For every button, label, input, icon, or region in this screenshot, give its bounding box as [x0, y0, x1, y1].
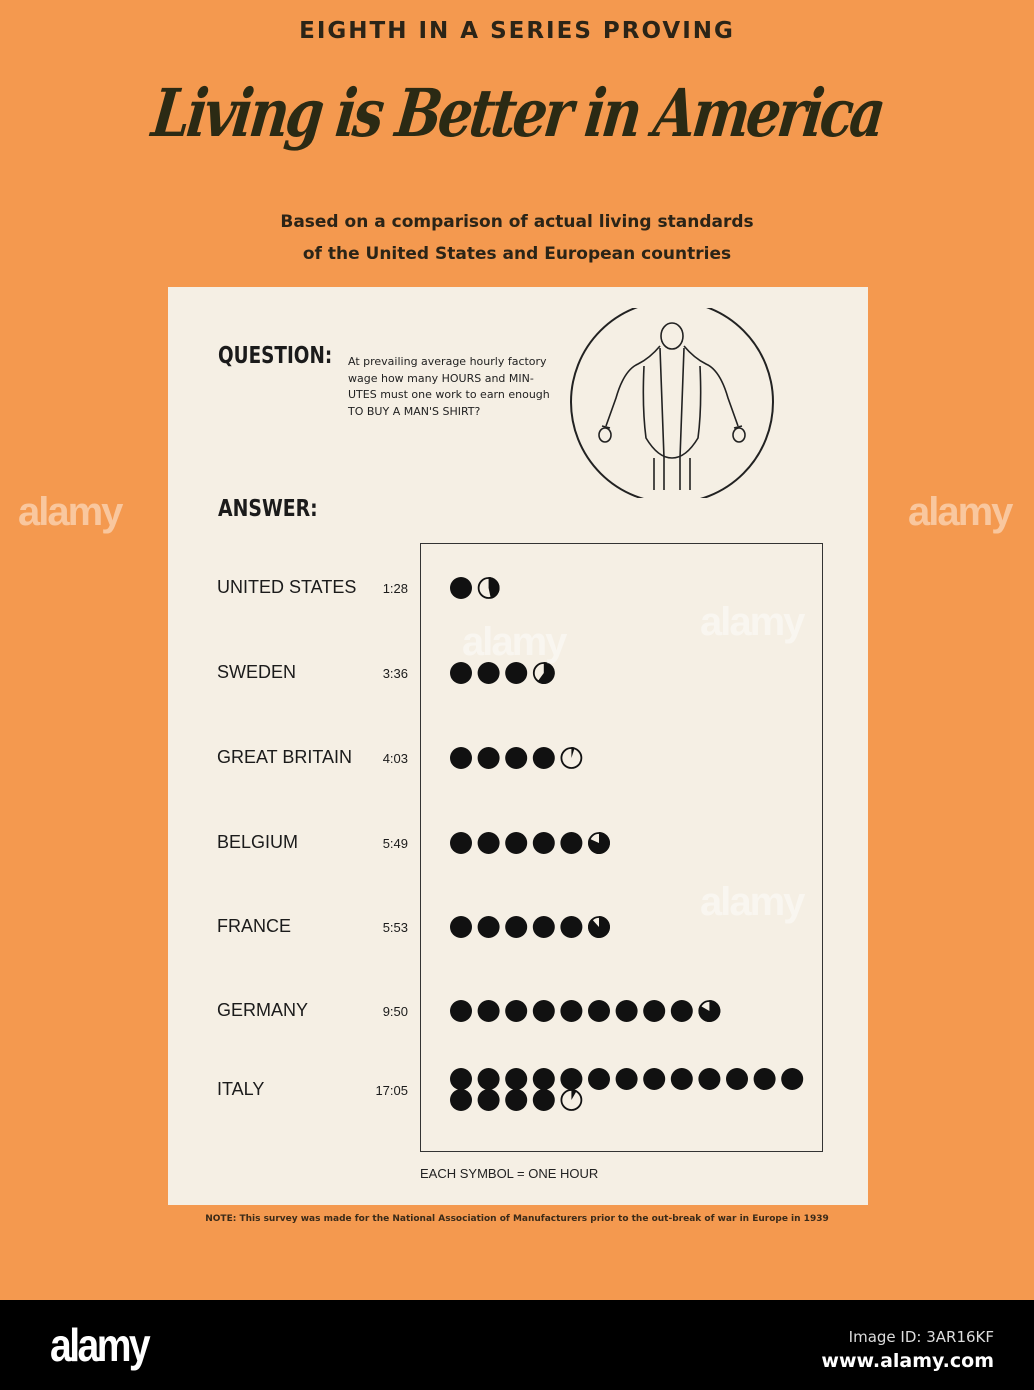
hour-symbol — [781, 1068, 804, 1090]
hour-symbol — [477, 747, 500, 769]
hour-symbol — [450, 832, 472, 854]
footer-bar: alamy Image ID: 3AR16KF www.alamy.com — [0, 1300, 1034, 1390]
partial-hour-symbol — [560, 1089, 583, 1111]
watermark: alamy — [700, 600, 805, 644]
hour-symbol — [477, 1068, 500, 1090]
time-label: 9:50 — [382, 1004, 408, 1019]
shirt-icon — [570, 308, 774, 498]
country-label: SWEDEN — [217, 662, 297, 682]
hour-symbol — [477, 1089, 500, 1111]
hour-symbol — [615, 1068, 638, 1090]
hour-symbol — [505, 662, 528, 684]
partial-hour-symbol — [698, 1000, 721, 1022]
hour-symbol — [505, 1068, 528, 1090]
hour-symbol — [753, 1068, 776, 1090]
hour-symbol — [670, 1000, 693, 1022]
country-label: UNITED STATES — [217, 577, 357, 597]
partial-hour-symbol — [532, 662, 555, 684]
image-id: Image ID: 3AR16KF — [848, 1328, 994, 1346]
hour-symbol — [477, 916, 500, 938]
watermark: alamy — [700, 880, 805, 924]
hour-symbol — [505, 1089, 528, 1111]
site-url: www.alamy.com — [821, 1350, 994, 1372]
hour-symbol — [505, 916, 528, 938]
hour-symbol — [505, 832, 528, 854]
time-label: 4:03 — [382, 751, 408, 766]
subtitle-line-2: of the United States and European countr… — [302, 244, 732, 264]
hour-symbol — [450, 1089, 472, 1111]
footnote: NOTE: This survey was made for the Natio… — [205, 1214, 829, 1224]
question-text: At prevailing average hourly factory wag… — [348, 354, 550, 420]
hour-symbol — [698, 1068, 721, 1090]
partial-hour-symbol — [477, 577, 500, 599]
hour-symbol — [450, 577, 472, 599]
partial-hour-symbol — [588, 916, 610, 938]
hour-symbol — [532, 916, 555, 938]
chart-card — [168, 287, 868, 1205]
hour-symbol — [450, 662, 472, 684]
hour-symbol — [532, 1068, 555, 1090]
hour-symbol — [670, 1068, 693, 1090]
country-label: FRANCE — [217, 916, 292, 936]
question-line: wage how many HOURS and MIN- — [348, 371, 534, 385]
question-line: UTES must one work to earn enough — [348, 388, 550, 401]
hour-symbol — [450, 747, 472, 769]
time-label: 17:05 — [375, 1083, 408, 1098]
partial-hour-symbol — [560, 747, 583, 769]
watermark: alamy — [462, 620, 567, 664]
hour-symbol — [532, 747, 555, 769]
symbol-layer — [450, 577, 804, 1111]
hour-symbol — [560, 832, 583, 854]
hour-symbol — [560, 1000, 583, 1022]
question-line: At prevailing average hourly factory — [348, 355, 547, 368]
hour-symbol — [450, 1000, 472, 1022]
time-label: 3:36 — [382, 666, 408, 681]
hour-symbol — [560, 1068, 583, 1090]
time-label: 1:28 — [382, 581, 408, 596]
chart-frame — [420, 543, 823, 1152]
hour-symbol — [450, 1068, 472, 1090]
time-label: 5:53 — [382, 920, 408, 935]
hour-symbol — [505, 1000, 528, 1022]
answer-label: ANSWER: — [218, 496, 318, 522]
series-line: EIGHTH IN A SERIES PROVING — [299, 18, 735, 44]
watermark: alamy — [908, 490, 1013, 534]
watermark: alamy — [18, 490, 123, 534]
hour-symbol — [532, 1000, 555, 1022]
hour-symbol — [615, 1000, 638, 1022]
question-line: TO BUY A MAN'S SHIRT? — [348, 404, 481, 418]
hour-symbol — [477, 1000, 500, 1022]
hour-symbol — [450, 916, 472, 938]
country-label: GERMANY — [217, 1000, 309, 1020]
hour-symbol — [532, 832, 555, 854]
hour-symbol — [588, 1000, 610, 1022]
partial-hour-symbol — [588, 832, 610, 855]
hour-symbol — [560, 916, 583, 938]
hour-symbol — [588, 1068, 610, 1090]
hour-symbol — [643, 1068, 666, 1090]
hour-symbol — [532, 1089, 555, 1111]
country-label: GREAT BRITAIN — [217, 747, 353, 767]
subtitle-line-1: Based on a comparison of actual living s… — [280, 212, 754, 232]
country-label: ITALY — [217, 1079, 265, 1099]
hour-symbol — [477, 662, 500, 684]
question-label: QUESTION: — [218, 343, 333, 369]
alamy-logo: alamy — [50, 1319, 151, 1371]
hour-symbol — [643, 1000, 666, 1022]
time-label: 5:49 — [382, 836, 408, 851]
chart-legend: EACH SYMBOL = ONE HOUR — [420, 1166, 599, 1181]
country-label: BELGIUM — [217, 832, 299, 852]
hour-symbol — [726, 1068, 748, 1090]
hour-symbol — [505, 747, 528, 769]
hour-symbol — [477, 832, 500, 854]
